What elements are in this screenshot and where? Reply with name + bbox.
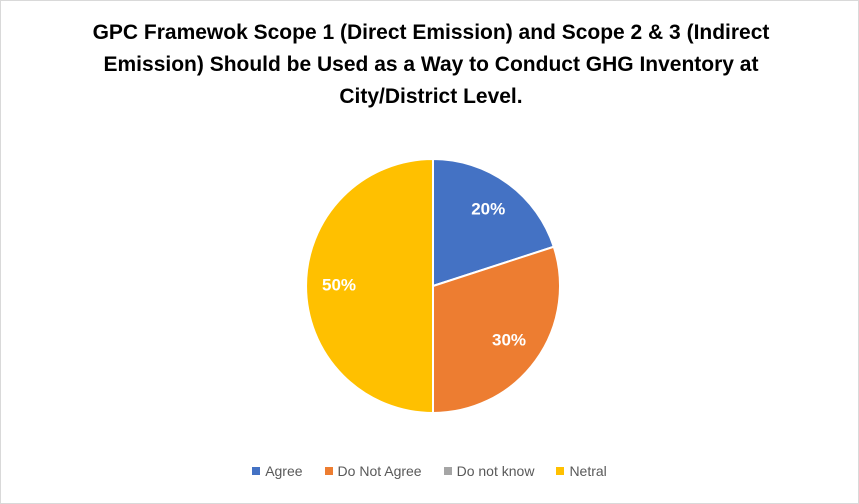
data-label: 30%: [492, 331, 526, 350]
pie-slice: [432, 245, 561, 415]
legend: Agree Do Not Agree Do not know Netral: [1, 463, 858, 479]
legend-label: Do Not Agree: [337, 463, 422, 479]
legend-swatch: [324, 467, 333, 475]
legend-label: Netral: [569, 463, 607, 479]
data-label: 20%: [471, 199, 505, 218]
legend-entry: Netral: [556, 463, 607, 479]
legend-label: Do not know: [456, 463, 535, 479]
data-label: 50%: [322, 275, 356, 294]
legend-entry: Do not know: [443, 463, 535, 479]
legend-swatch: [443, 467, 452, 475]
legend-swatch: [556, 467, 565, 475]
legend-entry: Do Not Agree: [324, 463, 422, 479]
chart-title: GPC Framewok Scope 1 (Direct Emission) a…: [92, 21, 770, 108]
pie-slice: [305, 157, 434, 415]
legend-swatch: [252, 467, 261, 475]
legend-label: Agree: [265, 463, 303, 479]
legend-entry: Agree: [252, 463, 303, 479]
pie-slice: [432, 157, 556, 288]
